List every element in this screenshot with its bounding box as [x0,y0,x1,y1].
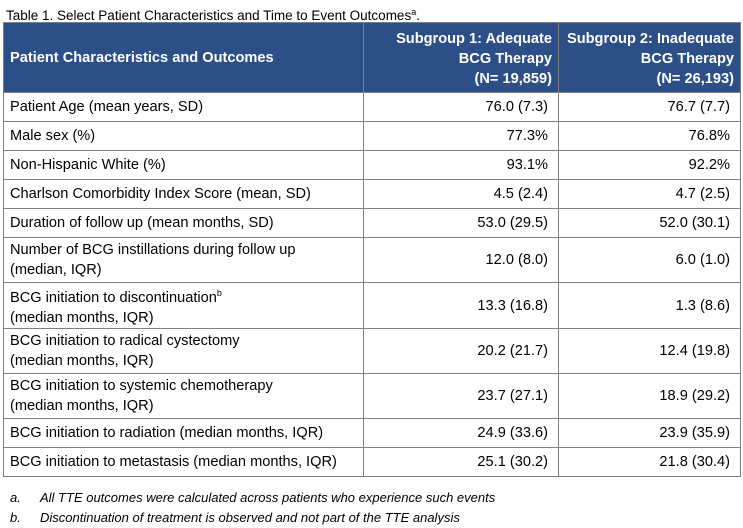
cell-subgroup-1: 76.0 (7.3) [363,92,559,122]
row-label: BCG initiation to discontinuationb (medi… [3,282,364,329]
row-label-line: Non-Hispanic White (%) [10,157,166,173]
table-row: BCG initiation to systemic chemotherapy … [3,373,741,419]
header-subgroup-1: Subgroup 1: Adequate BCG Therapy (N= 19,… [363,22,559,93]
cell-subgroup-2: 52.0 (30.1) [558,208,741,238]
footnote-text: All TTE outcomes were calculated across … [40,490,496,505]
row-label: BCG initiation to systemic chemotherapy … [3,373,364,419]
header-subgroup-2: Subgroup 2: Inadequate BCG Therapy (N= 2… [558,22,741,93]
table-row: BCG initiation to radiation (median mont… [3,418,741,448]
cell-subgroup-1: 77.3% [363,121,559,151]
row-label-line: (median months, IQR) [10,398,154,414]
row-label: Duration of follow up (mean months, SD) [3,208,364,238]
row-label-line: Patient Age (mean years, SD) [10,99,204,115]
row-label: Patient Age (mean years, SD) [3,92,364,122]
table-row: BCG initiation to discontinuationb (medi… [3,282,741,329]
header-subgroup-1-line: Subgroup 1: Adequate [396,31,552,47]
footnote-marker: b [216,288,222,298]
row-label-line: (median, IQR) [10,262,102,278]
row-label: BCG initiation to radical cystectomy (me… [3,328,364,374]
header-subgroup-1-line: BCG Therapy [458,51,552,67]
row-label: BCG initiation to metastasis (median mon… [3,447,364,477]
header-subgroup-1-line: (N= 19,859) [474,71,552,87]
row-label-line: Charlson Comorbidity Index Score (mean, … [10,186,311,202]
cell-subgroup-1: 23.7 (27.1) [363,373,559,419]
cell-subgroup-1: 4.5 (2.4) [363,179,559,209]
table-row: Non-Hispanic White (%) 93.1% 92.2% [3,150,741,180]
cell-subgroup-2: 12.4 (19.8) [558,328,741,374]
cell-subgroup-2: 92.2% [558,150,741,180]
cell-subgroup-1: 53.0 (29.5) [363,208,559,238]
footnotes: a. All TTE outcomes were calculated acro… [10,488,495,528]
row-label-line: BCG initiation to radiation (median mont… [10,425,324,441]
row-label: Number of BCG instillations during follo… [3,237,364,283]
table-header-row: Patient Characteristics and Outcomes Sub… [3,22,741,93]
row-label-line: Duration of follow up (mean months, SD) [10,215,274,231]
row-label: Charlson Comorbidity Index Score (mean, … [3,179,364,209]
cell-subgroup-2: 23.9 (35.9) [558,418,741,448]
header-subgroup-2-line: Subgroup 2: Inadequate [566,31,734,47]
row-label-line: BCG initiation to metastasis (median mon… [10,454,337,470]
caption-footnote-marker: a [411,7,417,17]
table-row: Duration of follow up (mean months, SD) … [3,208,741,238]
row-label-line: (median months, IQR) [10,310,154,326]
table-row: Male sex (%) 77.3% 76.8% [3,121,741,151]
cell-subgroup-2: 21.8 (30.4) [558,447,741,477]
header-subgroup-2-line: BCG Therapy [640,51,734,67]
cell-subgroup-2: 6.0 (1.0) [558,237,741,283]
row-label-text: BCG initiation to discontinuation [10,290,217,306]
row-label: Non-Hispanic White (%) [3,150,364,180]
row-label: Male sex (%) [3,121,364,151]
cell-subgroup-2: 76.8% [558,121,741,151]
caption-end: . [416,8,420,23]
footnote-text: Discontinuation of treatment is observed… [40,510,460,525]
row-label-line: Male sex (%) [10,128,96,144]
row-label-line: BCG initiation to discontinuationb [10,283,357,308]
cell-subgroup-1: 25.1 (30.2) [363,447,559,477]
table-row: Number of BCG instillations during follo… [3,237,741,283]
table-row: BCG initiation to radical cystectomy (me… [3,328,741,374]
patient-characteristics-table: Patient Characteristics and Outcomes Sub… [3,22,741,477]
footnote-a: a. All TTE outcomes were calculated acro… [10,488,495,508]
row-label-line: Number of BCG instillations during follo… [10,242,296,258]
row-label-line: BCG initiation to radical cystectomy [10,333,240,349]
footnote-marker: a. [10,490,21,505]
row-label-line: BCG initiation to systemic chemotherapy [10,378,273,394]
table-caption: Table 1. Select Patient Characteristics … [6,3,420,25]
cell-subgroup-1: 24.9 (33.6) [363,418,559,448]
footnote-b: b. Discontinuation of treatment is obser… [10,508,495,528]
cell-subgroup-1: 93.1% [363,150,559,180]
cell-subgroup-2: 1.3 (8.6) [558,282,741,329]
table-row: BCG initiation to metastasis (median mon… [3,447,741,477]
cell-subgroup-2: 4.7 (2.5) [558,179,741,209]
cell-subgroup-1: 12.0 (8.0) [363,237,559,283]
header-subgroup-2-line: (N= 26,193) [656,71,734,87]
header-characteristics: Patient Characteristics and Outcomes [3,22,364,93]
cell-subgroup-2: 76.7 (7.7) [558,92,741,122]
cell-subgroup-1: 13.3 (16.8) [363,282,559,329]
cell-subgroup-2: 18.9 (29.2) [558,373,741,419]
table-row: Charlson Comorbidity Index Score (mean, … [3,179,741,209]
cell-subgroup-1: 20.2 (21.7) [363,328,559,374]
footnote-marker: b. [10,510,21,525]
row-label: BCG initiation to radiation (median mont… [3,418,364,448]
row-label-line: (median months, IQR) [10,353,154,369]
table-row: Patient Age (mean years, SD) 76.0 (7.3) … [3,92,741,122]
caption-text: Table 1. Select Patient Characteristics … [6,8,412,23]
